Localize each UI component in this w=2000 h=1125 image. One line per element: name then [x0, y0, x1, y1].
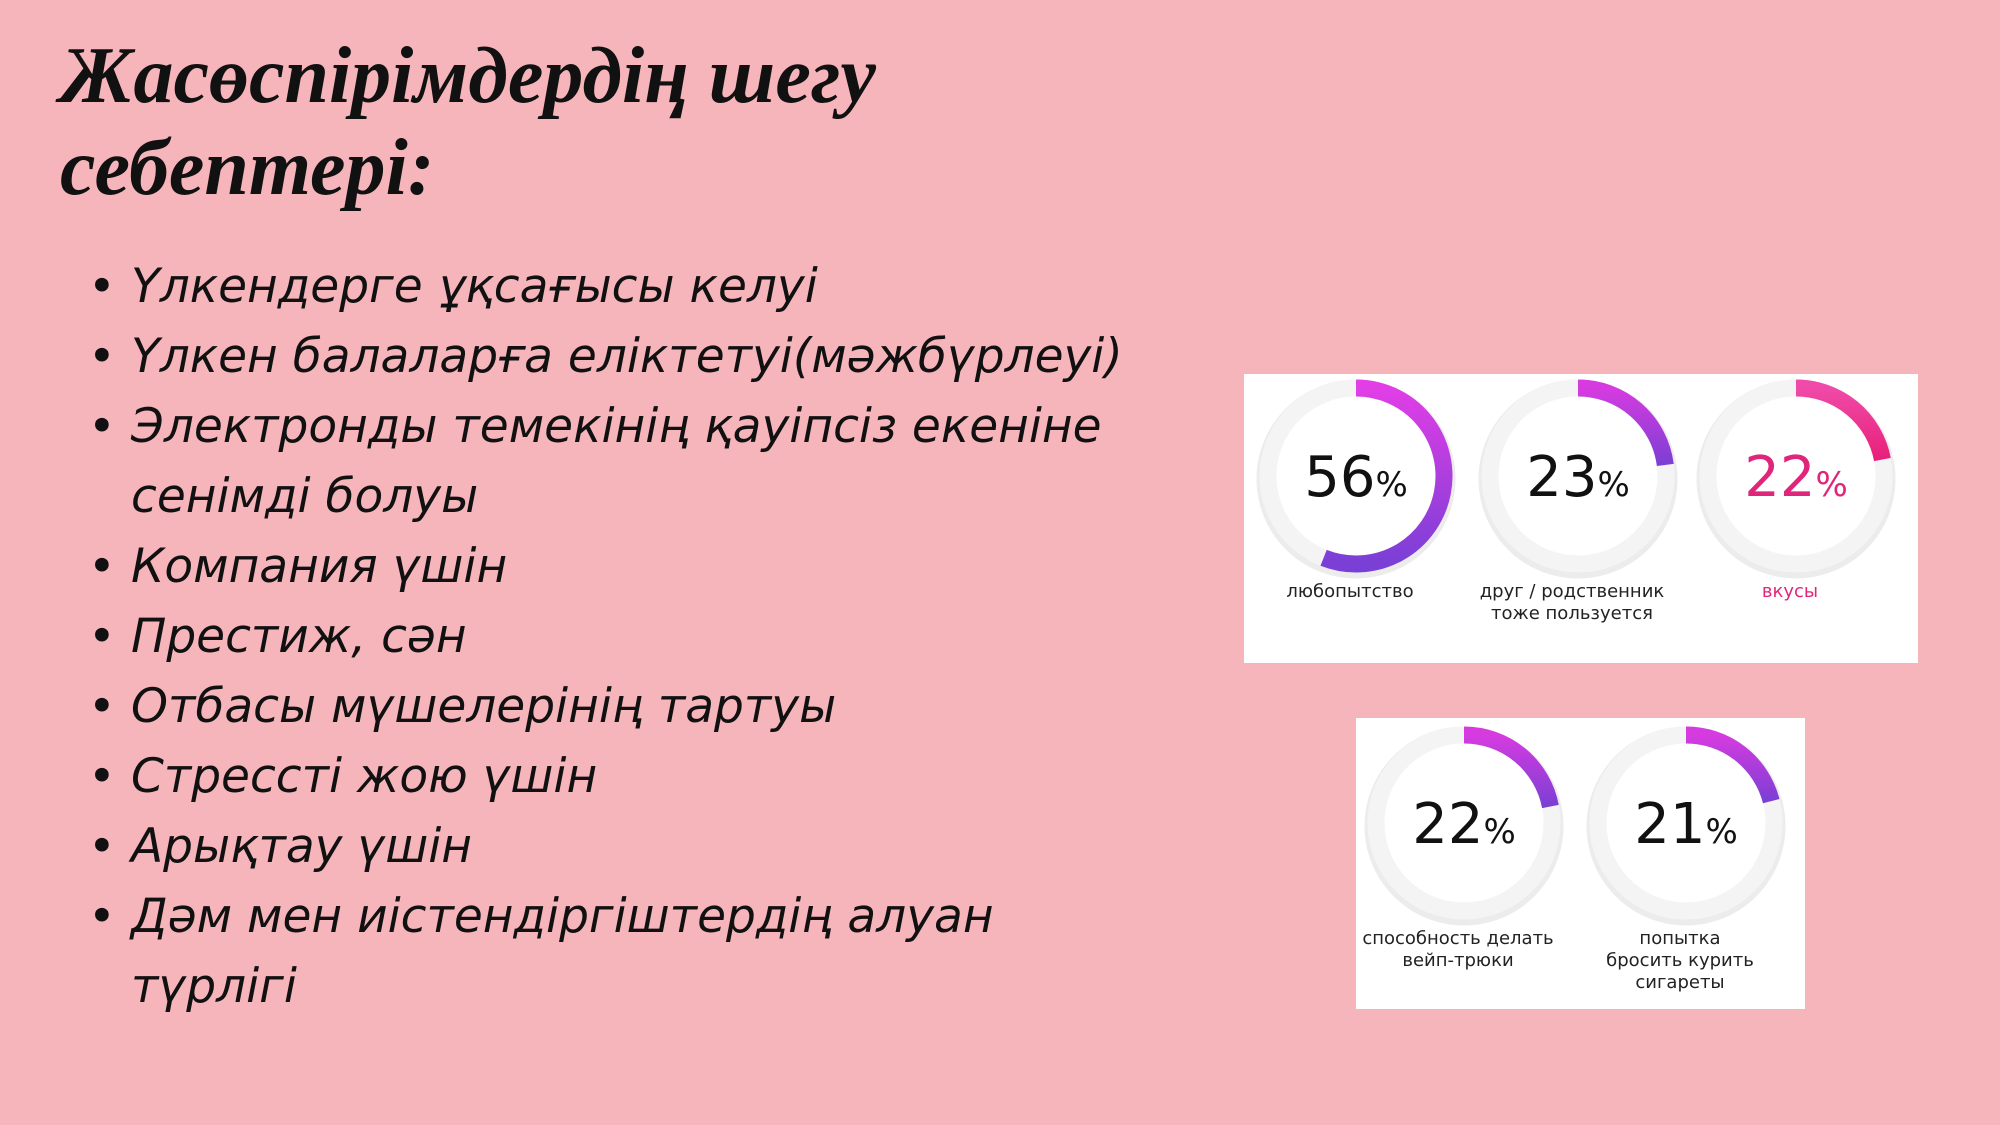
value: 22 — [1744, 445, 1815, 510]
unit: % — [1483, 812, 1515, 852]
bullet: Үлкен балаларға еліктетуі(мәжбүрлеуі) — [88, 322, 1171, 392]
donut-value: 22% — [1744, 445, 1848, 510]
donut-arc — [1685, 726, 1780, 804]
donut-label: сигареты — [1635, 972, 1724, 993]
donut-label: бросить курить — [1606, 950, 1754, 971]
donut-value: 22% — [1412, 792, 1516, 857]
value: 22 — [1412, 792, 1483, 857]
donut-arc — [1463, 726, 1559, 809]
donut-arc — [1577, 379, 1674, 467]
unit: % — [1597, 465, 1629, 505]
donut-label: вкусы — [1762, 581, 1818, 602]
bullet: Отбасы мүшелерінің тартуы — [88, 672, 1171, 742]
value: 21 — [1634, 792, 1705, 857]
unit: % — [1705, 812, 1737, 852]
bullet: Престиж, сән — [88, 602, 1171, 672]
bullet: Электронды темекінің қауіпсіз екеніне се… — [88, 392, 1171, 532]
donut-label: вейп-трюки — [1402, 950, 1513, 971]
bullet: Стрессті жою үшін — [88, 742, 1171, 812]
donut-label: любопытство — [1286, 581, 1413, 602]
donut-label: друг / родственник — [1480, 581, 1665, 602]
donut-value: 23% — [1526, 445, 1630, 510]
value: 23 — [1526, 445, 1597, 510]
unit: % — [1815, 465, 1847, 505]
donut-label: попытка — [1639, 928, 1720, 949]
bullet: Дәм мен иістендіргіштердің алуан түрлігі — [88, 882, 1171, 1022]
donut-value: 21% — [1634, 792, 1738, 857]
unit: % — [1375, 465, 1407, 505]
slide-title: Жасөспірімдердің шегу себептері: — [60, 32, 876, 212]
donut-label: способность делать — [1362, 928, 1553, 949]
bullet: Арықтау үшін — [88, 812, 1171, 882]
donut-arc — [1795, 379, 1891, 462]
bullet-list: Үлкендерге ұқсағысы келуіҮлкен балаларға… — [88, 252, 1171, 1022]
bullet: Компания үшін — [88, 532, 1171, 602]
donut-label: тоже пользуется — [1491, 603, 1653, 624]
value: 56 — [1304, 445, 1375, 510]
donut-value: 56% — [1304, 445, 1408, 510]
donut-arc — [1320, 379, 1453, 573]
bullet: Үлкендерге ұқсағысы келуі — [88, 252, 1171, 322]
